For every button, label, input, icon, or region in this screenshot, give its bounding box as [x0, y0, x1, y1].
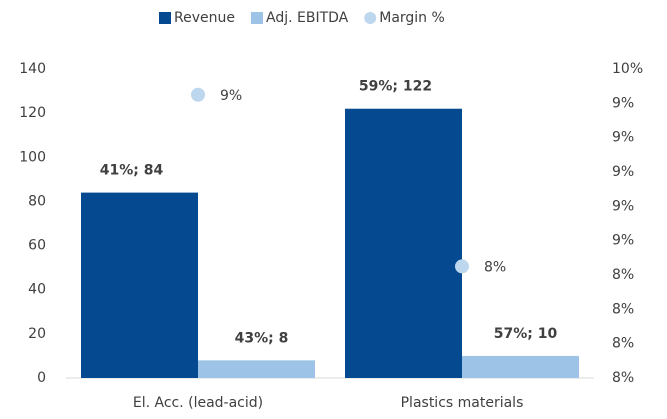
legend-swatch: [250, 12, 263, 24]
y2-tick-label: 9%: [612, 233, 634, 249]
y-tick-label: 100: [19, 149, 46, 165]
y2-tick-label: 8%: [612, 370, 634, 386]
y-tick-label: 120: [19, 105, 46, 121]
data-label: 57%; 10: [494, 326, 558, 342]
y2-tick-label: 9%: [612, 95, 634, 111]
x-tick-label: Plastics materials: [401, 395, 524, 411]
y2-tick-label: 8%: [612, 336, 634, 352]
bar: [198, 360, 315, 378]
y-tick-label: 60: [28, 238, 46, 254]
bar: [345, 108, 462, 378]
y-tick-label: 40: [28, 282, 46, 298]
legend-swatch: [364, 12, 377, 24]
y-tick-label: 140: [19, 61, 46, 77]
data-label: 8%: [484, 259, 506, 275]
y2-tick-label: 10%: [612, 61, 643, 77]
legend-label: Margin %: [379, 10, 445, 26]
legend-label: Revenue: [174, 10, 235, 26]
data-label: 59%; 122: [359, 79, 432, 95]
legend-swatch: [159, 12, 171, 24]
y-tick-label: 20: [28, 326, 46, 342]
y2-tick-label: 9%: [612, 130, 634, 146]
y-tick-label: 80: [28, 193, 46, 209]
y2-tick-label: 9%: [612, 198, 634, 214]
y2-tick-label: 8%: [612, 301, 634, 317]
margin-dot: [191, 87, 205, 102]
y2-tick-label: 9%: [612, 164, 634, 180]
legend-label: Adj. EBITDA: [266, 10, 349, 26]
y-tick-label: 0: [37, 370, 46, 386]
x-tick-label: El. Acc. (lead-acid): [133, 395, 263, 411]
bar: [462, 355, 579, 378]
margin-dot: [455, 259, 469, 274]
data-label: 9%: [220, 88, 242, 104]
bar: [81, 192, 198, 378]
data-label: 43%; 8: [235, 330, 289, 346]
data-label: 41%; 84: [100, 163, 164, 179]
y2-tick-label: 8%: [612, 267, 634, 283]
